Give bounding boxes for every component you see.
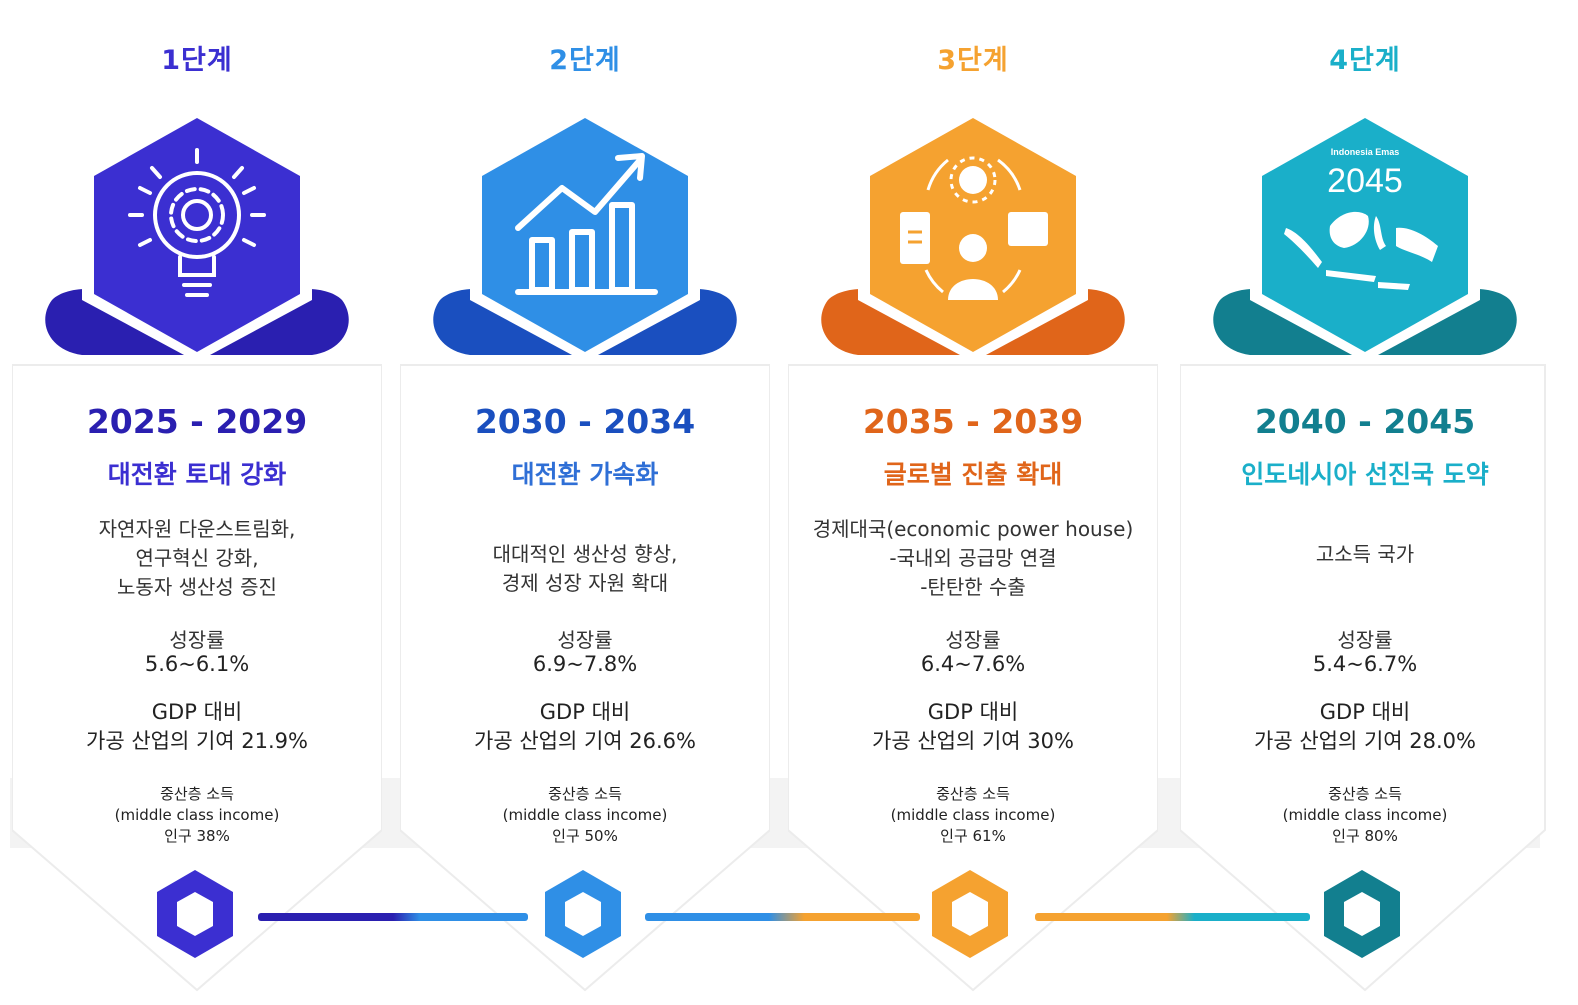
stage-years: 2035 - 2039 xyxy=(862,402,1084,441)
gdp-value: 가공 산업의 기여 30% xyxy=(872,729,1074,753)
stage-label: 1단계 xyxy=(161,45,233,76)
middle-class-line: 인구 38% xyxy=(164,827,230,845)
timeline-node-1 xyxy=(157,870,233,958)
gdp-label: GDP 대비 xyxy=(927,700,1019,724)
icon-caption: Indonesia Emas xyxy=(1331,147,1400,157)
middle-class-line: 인구 61% xyxy=(940,827,1006,845)
middle-class-line: 인구 80% xyxy=(1332,827,1398,845)
middle-class-line: 중산층 소득 xyxy=(1328,785,1402,803)
stage-label: 3단계 xyxy=(937,45,1009,76)
icon-year: 2045 xyxy=(1327,162,1403,200)
growth-chart-icon xyxy=(470,108,700,362)
timeline-node-3 xyxy=(932,870,1008,958)
timeline-connector-1-2 xyxy=(258,913,528,921)
indonesia-map-icon: Indonesia Emas 2045 xyxy=(1250,108,1480,362)
middle-class-line: (middle class income) xyxy=(502,806,668,824)
growth-label: 성장률 xyxy=(169,628,225,652)
stage-label: 2단계 xyxy=(549,45,621,76)
timeline-connector-2-3 xyxy=(645,913,920,921)
stage-2: 2단계 2030 - 2034 대전환 가속화 대대적인 생산성 향상, 경제 … xyxy=(399,0,771,1001)
middle-class-info: 중산층 소득 (middle class income) 인구 80% xyxy=(1180,784,1550,847)
growth-value: 5.6~6.1% xyxy=(144,652,250,676)
gdp-value: 가공 산업의 기여 21.9% xyxy=(86,729,308,753)
growth-value: 6.9~7.8% xyxy=(532,652,638,676)
stage-1: 1단계 2025 - 2029 대전환 토대 강화 자연자원 다운스트림화, 연… xyxy=(11,0,383,1001)
middle-class-line: (middle class income) xyxy=(114,806,280,824)
stage-description: 대대적인 생산성 향상, 경제 성장 자원 확대 xyxy=(492,542,678,595)
stage-description: 고소득 국가 xyxy=(1315,542,1415,566)
middle-class-info: 중산층 소득 (middle class income) 인구 50% xyxy=(400,784,770,847)
stage-4: 4단계 Indonesia Emas 2045 2040 - 2045 인도네시… xyxy=(1179,0,1550,1001)
growth-value: 5.4~6.7% xyxy=(1312,652,1418,676)
gdp-value: 가공 산업의 기여 26.6% xyxy=(474,729,696,753)
stage-title: 대전환 가속화 xyxy=(511,460,659,489)
growth-value: 6.4~7.6% xyxy=(920,652,1026,676)
growth-label: 성장률 xyxy=(1337,628,1393,652)
card-background xyxy=(399,288,771,992)
stage-description: 경제대국(economic power house) -국내외 공급망 연결 -… xyxy=(812,517,1134,599)
stage-title: 대전환 토대 강화 xyxy=(107,460,287,489)
stage-title: 인도네시아 선진국 도약 xyxy=(1241,460,1489,489)
gdp-label: GDP 대비 xyxy=(1319,700,1411,724)
stage-label: 4단계 xyxy=(1329,45,1401,76)
gdp-value: 가공 산업의 기여 28.0% xyxy=(1254,729,1476,753)
middle-class-line: 인구 50% xyxy=(552,827,618,845)
stage-3: 3단계 2035 - 2039 글로벌 진출 확대 경제대국(economic … xyxy=(787,0,1159,1001)
lightbulb-gear-icon xyxy=(82,108,312,362)
stage-years: 2030 - 2034 xyxy=(474,402,696,441)
stage-description: 자연자원 다운스트림화, 연구혁신 강화, 노동자 생산성 증진 xyxy=(98,517,296,599)
middle-class-line: (middle class income) xyxy=(1282,806,1448,824)
growth-label: 성장률 xyxy=(945,628,1001,652)
stage-years: 2040 - 2045 xyxy=(1254,402,1476,441)
middle-class-info: 중산층 소득 (middle class income) 인구 61% xyxy=(788,784,1158,847)
middle-class-line: (middle class income) xyxy=(890,806,1056,824)
supply-chain-icon xyxy=(858,108,1088,362)
growth-label: 성장률 xyxy=(557,628,613,652)
timeline-connector-3-4 xyxy=(1035,913,1310,921)
middle-class-line: 중산층 소득 xyxy=(936,785,1010,803)
middle-class-info: 중산층 소득 (middle class income) 인구 38% xyxy=(12,784,382,847)
middle-class-line: 중산층 소득 xyxy=(160,785,234,803)
stage-years: 2025 - 2029 xyxy=(86,402,308,441)
gdp-label: GDP 대비 xyxy=(539,700,631,724)
middle-class-line: 중산층 소득 xyxy=(548,785,622,803)
gdp-label: GDP 대비 xyxy=(151,700,243,724)
timeline-node-4 xyxy=(1324,870,1400,958)
timeline-node-2 xyxy=(545,870,621,958)
stage-title: 글로벌 진출 확대 xyxy=(883,460,1063,489)
